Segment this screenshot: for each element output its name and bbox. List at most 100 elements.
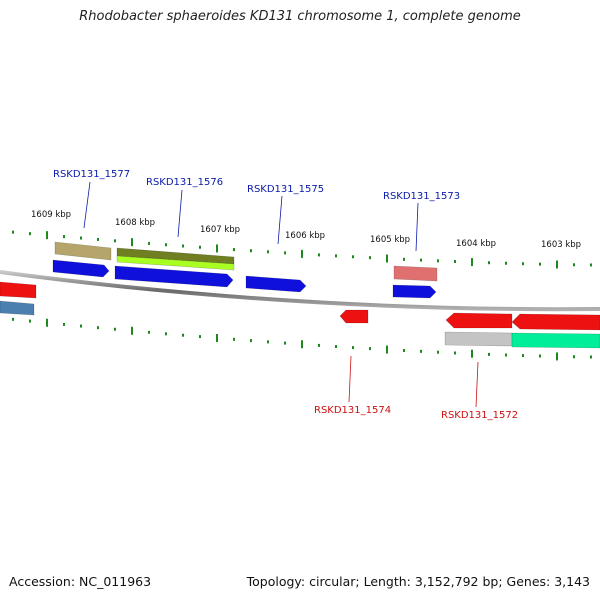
feature-red-left[interactable] [0,281,37,299]
tick-mark [148,330,150,334]
tick-mark [539,262,541,266]
feature-grey-1572[interactable] [444,331,513,347]
tick-mark [420,349,422,353]
tick-mark [165,243,167,247]
tick-mark [131,326,133,335]
tick-mark [335,345,337,349]
feature-teal-1572[interactable] [511,332,600,349]
chromosome-backbone [0,270,600,312]
gene-label-rskd131-1572[interactable]: RSKD131_1572 [441,410,518,421]
feature-blue-1577[interactable] [52,259,110,278]
tick-mark [403,348,405,352]
feature-red-1572-b[interactable] [511,313,600,331]
genome-title: Rhodobacter sphaeroides KD131 chromosome… [79,9,521,24]
tick-mark [12,317,14,321]
tick-mark [97,237,99,241]
tick-mark [590,355,592,359]
tick-mark [284,341,286,345]
tick-mark [522,354,524,358]
gene-label-rskd131-1576[interactable]: RSKD131_1576 [146,177,223,188]
tick-mark [301,249,303,258]
tick-mark [488,352,490,356]
tick-mark [369,347,371,351]
tick-mark [233,248,235,252]
kbp-label-1606: 1606 kbp [285,231,325,241]
tick-mark [182,244,184,248]
tick-mark [114,239,116,243]
tick-mark [420,258,422,262]
tick-mark [573,355,575,359]
gene-label-rskd131-1573[interactable]: RSKD131_1573 [383,191,460,202]
feature-steel-left[interactable] [0,300,35,316]
kbp-labels: 1609 kbp 1608 kbp 1607 kbp 1606 kbp 1605… [31,210,581,250]
tick-mark [12,230,14,234]
tick-mark [284,251,286,255]
feature-salmon-1573[interactable] [393,265,438,282]
feature-blue-1573[interactable] [392,284,437,299]
tick-mark [556,352,558,361]
tick-mark [352,346,354,350]
tick-mark [471,349,473,358]
gene-label-rskd131-1575[interactable]: RSKD131_1575 [247,184,324,195]
tick-mark [369,256,371,260]
tick-mark [216,333,218,342]
kbp-label-1608: 1608 kbp [115,218,155,228]
tick-mark [454,259,456,263]
feature-red-1572-a[interactable] [445,312,513,329]
tick-mark [250,339,252,343]
tick-mark [318,253,320,257]
kbp-label-1604: 1604 kbp [456,239,496,249]
tick-mark [488,261,490,265]
tick-mark [556,260,558,269]
genome-summary-text: Topology: circular; Length: 3,152,792 bp… [246,574,590,589]
gene-labels: RSKD131_1577 RSKD131_1576 RSKD131_1575 R… [53,169,518,421]
feature-olive-1577[interactable] [54,241,112,261]
gene-features [0,241,600,349]
tick-mark [46,318,48,327]
tick-mark [199,335,201,339]
tick-mark [131,238,133,247]
tick-mark [301,340,303,349]
tick-mark [386,254,388,263]
kbp-label-1605: 1605 kbp [370,235,410,245]
tick-mark [454,351,456,355]
feature-blue-1576[interactable] [114,265,234,288]
tick-mark [352,255,354,259]
tick-mark [233,337,235,341]
tick-mark [590,263,592,267]
gene-label-rskd131-1574[interactable]: RSKD131_1574 [314,405,391,416]
tick-mark [216,244,218,253]
tick-mark [165,332,167,336]
tick-mark [29,232,31,236]
feature-blue-1575[interactable] [245,275,307,293]
tick-mark [63,322,65,326]
feature-red-1574[interactable] [339,309,369,324]
feature-lime-1576[interactable] [116,255,235,271]
tick-mark [199,245,201,249]
tick-mark [80,324,82,328]
kbp-label-1603: 1603 kbp [541,240,581,250]
tick-mark [437,259,439,263]
tick-mark [539,354,541,358]
tick-track-lower [12,317,592,361]
tick-mark [267,250,269,254]
tick-mark [267,340,269,344]
tick-mark [573,263,575,267]
tick-mark [63,235,65,239]
tick-mark [29,319,31,323]
accession-text: Accession: NC_011963 [9,574,152,589]
tick-mark [522,262,524,266]
tick-mark [386,345,388,354]
kbp-label-1607: 1607 kbp [200,225,240,235]
tick-mark [46,231,48,240]
tick-mark [335,254,337,258]
tick-mark [471,258,473,267]
kbp-label-1609: 1609 kbp [31,210,71,220]
tick-mark [403,257,405,261]
tick-mark [437,350,439,354]
tick-mark [148,241,150,245]
tick-track-upper [12,230,592,269]
tick-mark [505,261,507,265]
gene-label-rskd131-1577[interactable]: RSKD131_1577 [53,169,130,180]
